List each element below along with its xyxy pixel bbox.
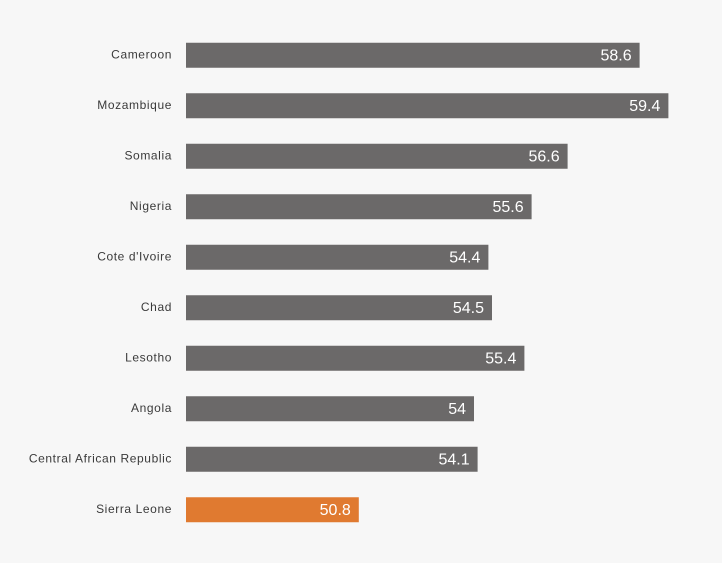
category-label: Sierra Leone bbox=[96, 502, 172, 516]
bar bbox=[186, 446, 478, 472]
value-label: 55.4 bbox=[485, 350, 516, 367]
bar bbox=[186, 345, 525, 371]
value-label: 55.6 bbox=[492, 199, 523, 216]
bar bbox=[186, 295, 492, 321]
bar bbox=[186, 497, 359, 523]
value-label: 56.6 bbox=[528, 148, 559, 165]
category-label: Cote d'Ivoire bbox=[97, 249, 172, 263]
category-label: Somalia bbox=[124, 148, 172, 162]
bar bbox=[186, 42, 640, 68]
bar bbox=[186, 143, 568, 169]
category-label: Chad bbox=[141, 300, 172, 314]
bar bbox=[186, 93, 669, 119]
value-label: 54.1 bbox=[438, 451, 469, 468]
value-label: 58.6 bbox=[600, 47, 631, 64]
value-label: 54.4 bbox=[449, 249, 480, 266]
category-label: Cameroon bbox=[111, 47, 172, 61]
value-label: 54 bbox=[448, 401, 466, 418]
category-label: Lesotho bbox=[125, 350, 172, 364]
value-label: 54.5 bbox=[453, 300, 484, 317]
bar bbox=[186, 396, 474, 422]
category-label: Central African Republic bbox=[29, 451, 172, 465]
category-label: Angola bbox=[131, 401, 172, 415]
value-label: 59.4 bbox=[629, 98, 660, 115]
bar bbox=[186, 194, 532, 220]
bar bbox=[186, 244, 489, 270]
category-label: Mozambique bbox=[97, 98, 172, 112]
value-label: 50.8 bbox=[320, 502, 351, 519]
category-label: Nigeria bbox=[130, 199, 172, 213]
